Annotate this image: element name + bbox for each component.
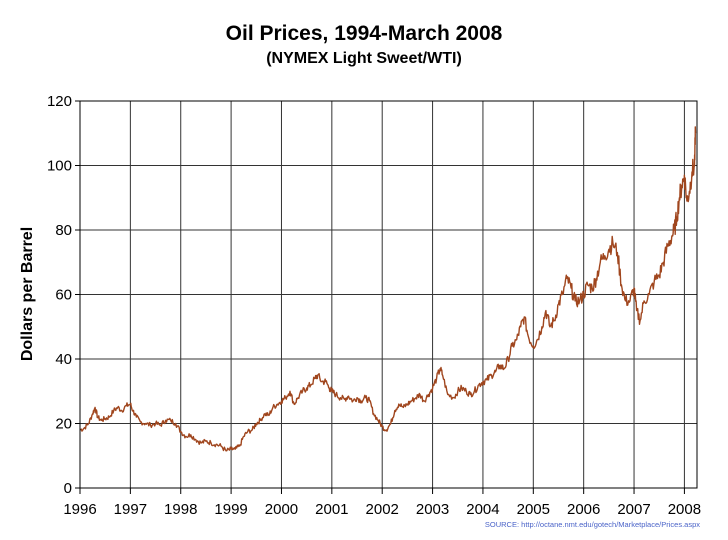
source-note: SOURCE: http://octane.nmt.edu/gotech/Mar… [485,520,700,529]
chart-title: Oil Prices, 1994-March 2008 [226,22,503,45]
y-tick-label: 120 [47,93,72,110]
y-tick-label: 60 [55,287,72,304]
x-tick-label: 2008 [668,501,701,518]
x-tick-label: 2007 [617,501,650,518]
price-series-line [79,126,697,452]
y-tick-label: 100 [47,158,72,175]
y-tick-label: 20 [55,416,72,433]
grid-lines [80,101,697,488]
y-tick-label: 80 [55,222,72,239]
x-tick-label: 2004 [466,501,499,518]
x-tick-label: 2005 [517,501,550,518]
y-axis-label: Dollars per Barrel [19,227,36,361]
x-tick-label: 2003 [416,501,449,518]
y-tick-label: 40 [55,351,72,368]
x-tick-label: 2001 [315,501,348,518]
x-tick-label: 1999 [214,501,247,518]
x-tick-label: 2006 [567,501,600,518]
chart-subtitle: (NYMEX Light Sweet/WTI) [266,50,462,67]
axis-ticks: 1996 1997 1998 1999 2000 2001 2002 2003 2004 2005… [47,93,701,518]
x-tick-label: 1998 [164,501,197,518]
y-tick-label: 0 [64,480,72,497]
x-tick-label: 1996 [63,501,96,518]
series-layer [79,126,697,452]
x-tick-label: 2000 [265,501,298,518]
x-tick-label: 2002 [366,501,399,518]
x-tick-label: 1997 [114,501,147,518]
plot-border [79,100,698,489]
